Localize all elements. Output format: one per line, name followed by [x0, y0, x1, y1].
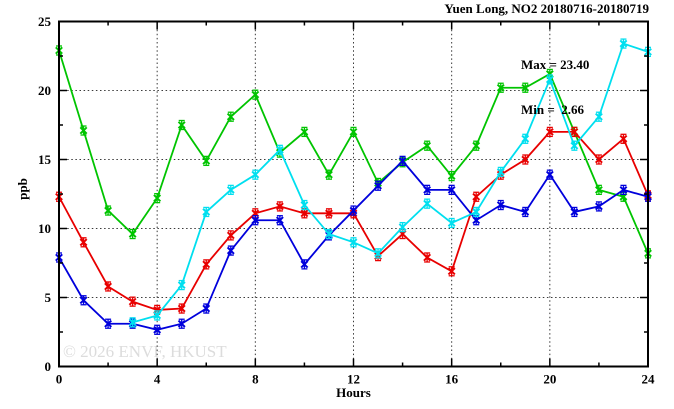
min-value-label: Min = 2.66 — [521, 102, 585, 117]
x-tick-label: 16 — [445, 372, 459, 387]
chart-title: Yuen Long, NO2 20180716-20180719 — [444, 1, 649, 16]
series-day-20180719-cyan — [128, 38, 652, 328]
tick-labels: 0 5 10 15 20 25 0 4 8 12 16 20 24 — [38, 14, 655, 387]
y-tick-label: 25 — [38, 14, 52, 29]
x-tick-label: 20 — [543, 372, 556, 387]
watermark: © 2026 ENVF, HKUST — [63, 342, 227, 361]
x-tick-label: 4 — [154, 372, 161, 387]
x-axis-label: Hours — [336, 385, 371, 400]
x-tick-label: 8 — [252, 372, 259, 387]
x-tick-label: 12 — [347, 372, 360, 387]
max-min-annotation: Max = 23.40 Min = 2.66 — [521, 27, 589, 147]
series-day-20180717-red — [55, 126, 652, 316]
x-tick-label: 0 — [56, 372, 63, 387]
y-tick-label: 15 — [38, 152, 52, 167]
y-tick-label: 5 — [45, 290, 52, 305]
max-value-label: Max = 23.40 — [521, 57, 590, 72]
axis-ticks — [58, 20, 649, 368]
y-tick-label: 0 — [45, 359, 52, 374]
y-tick-label: 20 — [38, 83, 51, 98]
x-tick-label: 24 — [642, 372, 656, 387]
y-axis-label: ppb — [15, 178, 30, 200]
y-tick-label: 10 — [38, 221, 51, 236]
